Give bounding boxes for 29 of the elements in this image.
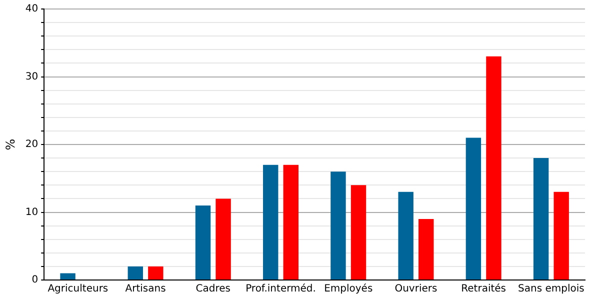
x-tick-label: Artisans [125,284,166,295]
bar [554,192,569,280]
x-tick-label: Agriculteurs [48,284,108,295]
x-tick-label: Retraités [461,284,506,295]
bar [533,158,549,280]
x-tick-label: Sans emplois [518,284,584,295]
bar [128,266,144,280]
y-tick-label: 30 [25,71,38,82]
x-tick-label: Employés [324,284,373,295]
bar [486,56,502,280]
bar [283,164,299,280]
y-tick-label: 40 [25,4,38,15]
x-tick-label: Prof.interméd. [246,284,316,295]
y-axis-title: % [3,138,18,150]
x-tick-label: Ouvriers [394,284,438,295]
bar [148,266,164,280]
bar [418,219,434,280]
bar [330,172,346,280]
y-tick-label: 10 [25,206,38,218]
bar [195,205,211,280]
bar [398,192,414,280]
y-tick-label: 0 [32,274,38,286]
y-tick-label: 20 [25,139,38,150]
bar [263,164,278,280]
bar [350,185,366,280]
bar [466,138,482,280]
bar [216,198,231,280]
bar [60,273,76,280]
x-tick-label: Cadres [196,284,231,295]
